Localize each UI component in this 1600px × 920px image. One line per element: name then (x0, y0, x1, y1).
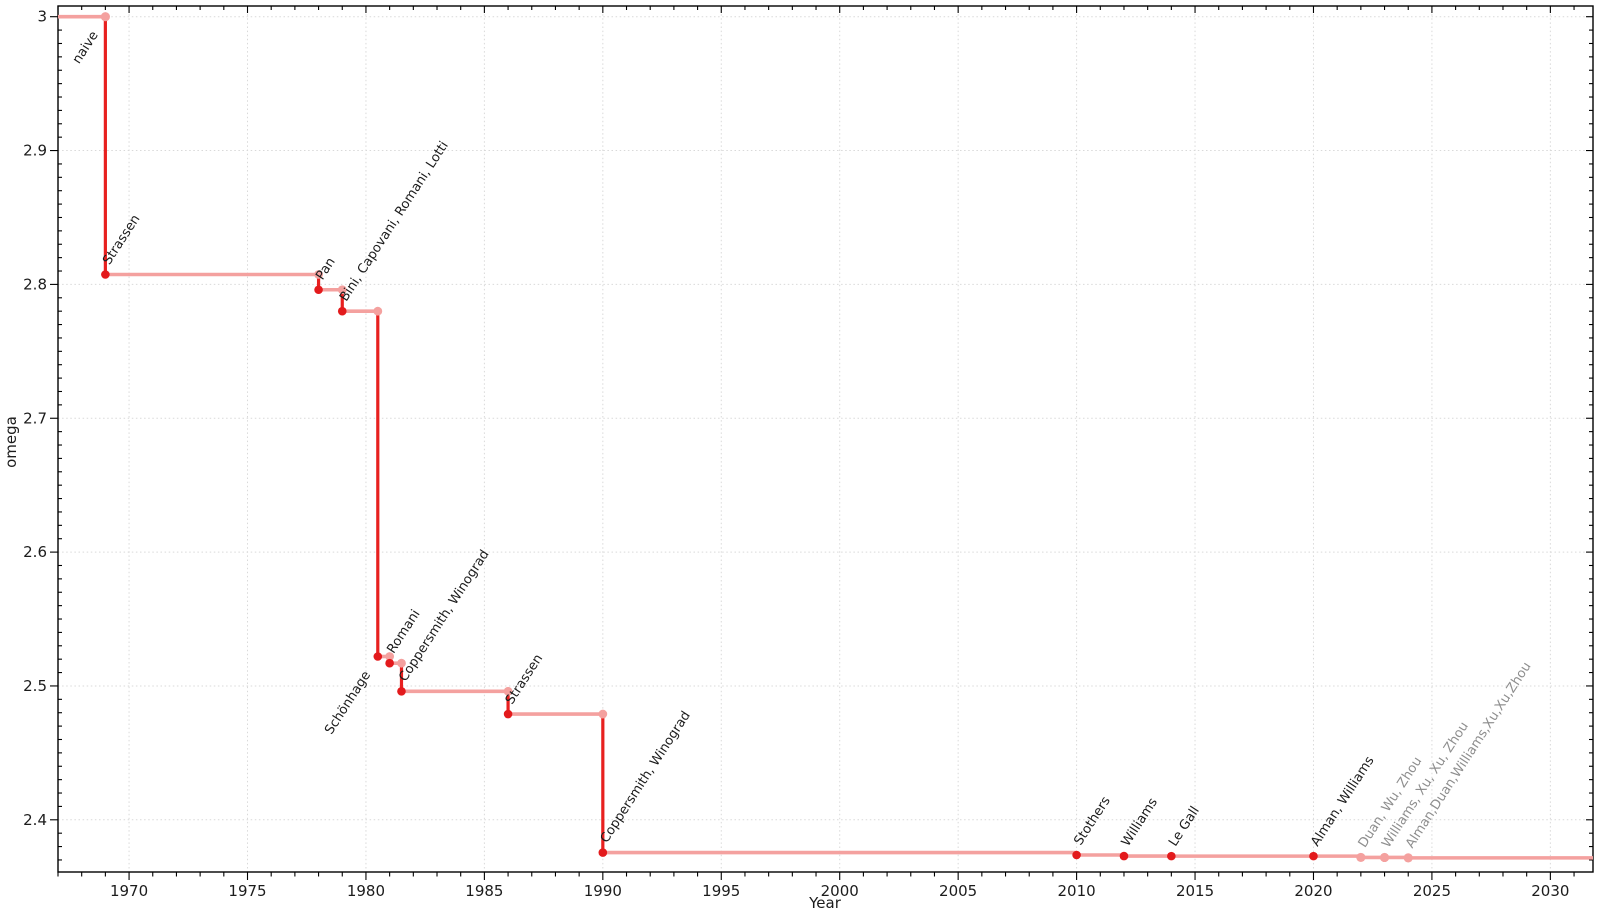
y-axis-title: omega (2, 416, 20, 468)
data-point (1403, 853, 1413, 863)
x-tick-label: 1985 (465, 882, 503, 900)
x-tick-label: 1975 (228, 882, 266, 900)
event-label: Le Gall (1166, 804, 1203, 849)
data-point (1167, 851, 1176, 861)
step-corner-point (314, 270, 323, 279)
event-label: Coppersmith, Winograd (598, 709, 694, 846)
data-point (397, 687, 406, 696)
plot-frame (57, 5, 1594, 873)
data-point (1379, 852, 1390, 863)
data-point (337, 306, 347, 316)
event-label: Schönhage (322, 669, 374, 738)
data-point (598, 848, 608, 857)
x-tick-label: 2010 (1058, 882, 1096, 900)
event-label: Alman,Duan,Williams,Xu,Xu,Zhou (1403, 660, 1535, 851)
x-tick-label: 2030 (1531, 882, 1569, 900)
y-tick-label: 2.6 (23, 543, 47, 561)
y-tick-label: 3 (37, 8, 47, 26)
step-corner-point (503, 686, 513, 696)
data-point (1356, 852, 1366, 863)
data-point (1072, 850, 1081, 860)
x-tick-label: 2000 (821, 882, 859, 900)
step-corner-point (598, 709, 608, 719)
event-label: Stothers (1071, 794, 1114, 848)
event-label: Bini, Capovani, Romani, Lotti (337, 139, 452, 304)
data-point (1309, 851, 1318, 861)
y-tick-label: 2.5 (23, 677, 47, 695)
x-axis-title: Year (809, 894, 841, 912)
step-corner-point (385, 652, 395, 661)
x-tick-label: 2005 (939, 882, 977, 900)
x-tick-label: 1970 (110, 882, 148, 900)
x-tick-label: 1990 (584, 882, 622, 900)
data-point (373, 652, 383, 661)
data-point (503, 709, 513, 719)
data-point (385, 658, 394, 668)
step-corner-point (337, 285, 347, 295)
event-label: Williams (1119, 795, 1161, 849)
x-tick-label: 2020 (1294, 882, 1332, 900)
event-label: naive (70, 29, 102, 67)
step-corner-point (373, 306, 383, 316)
data-point (1119, 851, 1129, 861)
x-tick-label: 1995 (702, 882, 740, 900)
y-tick-label: 2.8 (23, 275, 47, 293)
step-corner-point (397, 658, 406, 668)
data-point (314, 285, 323, 295)
y-tick-label: 2.7 (23, 409, 47, 427)
x-tick-label: 1980 (347, 882, 385, 900)
x-tick-label: 2025 (1413, 882, 1451, 900)
event-label: Strassen (503, 652, 546, 708)
data-point (101, 270, 110, 279)
x-tick-label: 2015 (1176, 882, 1214, 900)
y-tick-label: 2.9 (23, 142, 47, 160)
y-tick-label: 2.4 (23, 811, 47, 829)
data-point (100, 12, 110, 22)
